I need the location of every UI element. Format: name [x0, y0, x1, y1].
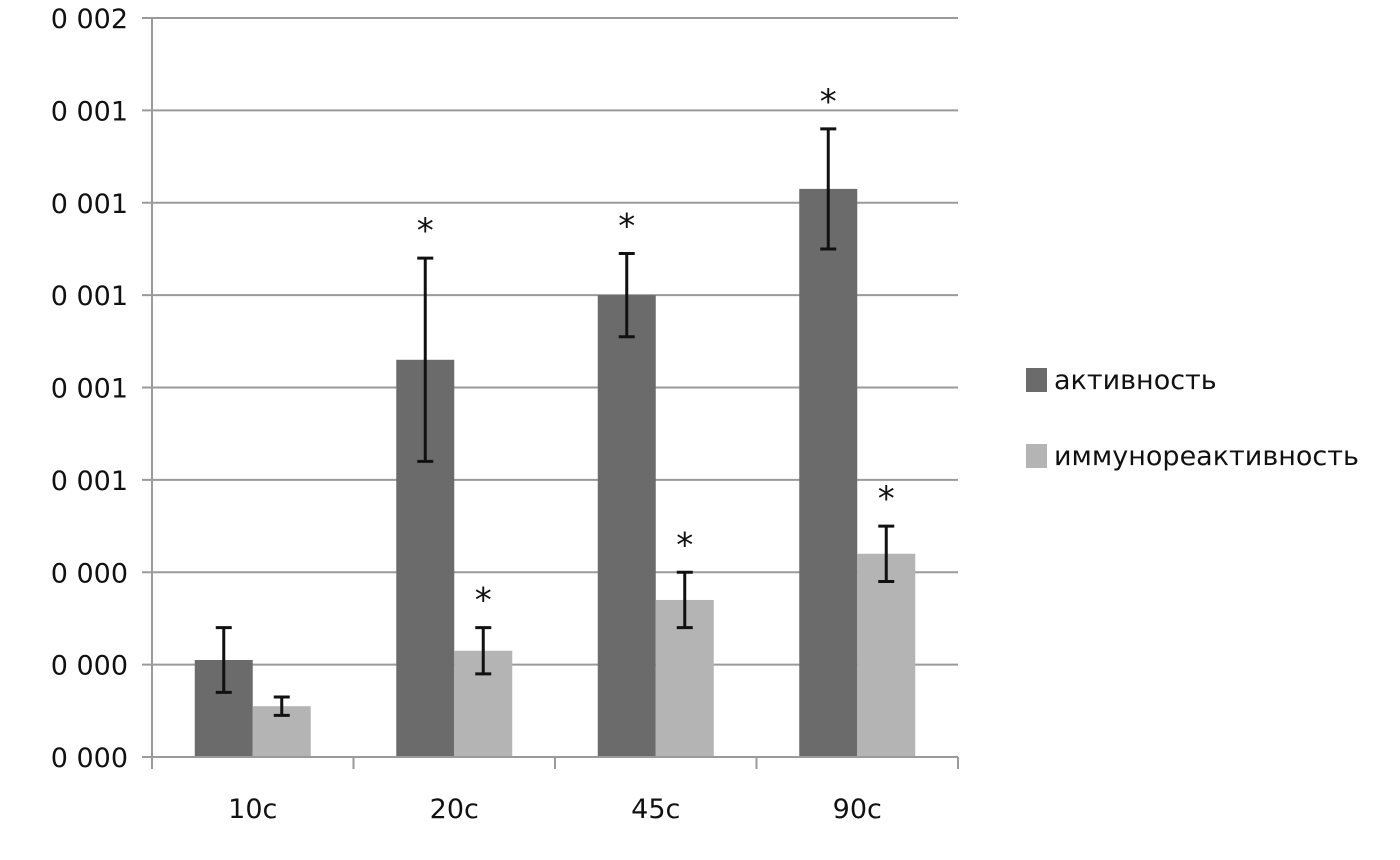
legend-swatch	[1026, 444, 1047, 468]
x-tick-label: 20с	[430, 794, 479, 825]
y-tick-label: 0 001	[51, 96, 128, 127]
y-tick-label: 0 001	[51, 189, 128, 220]
x-tick-label: 90с	[833, 794, 882, 825]
y-tick-label: 0 001	[51, 466, 128, 497]
bar	[597, 295, 656, 757]
significance-marker: *	[618, 207, 635, 247]
y-tick-label: 0 000	[51, 558, 128, 589]
error-bars	[215, 127, 895, 717]
bar	[799, 188, 858, 758]
x-tick-labels: 10с 20с 45с 90с	[228, 794, 882, 825]
y-tick-label: 0 001	[51, 281, 128, 312]
gridlines	[152, 17, 958, 666]
significance-marker: *	[878, 479, 895, 519]
legend-label: иммунореактивность	[1054, 441, 1359, 472]
bar	[857, 553, 916, 757]
legend-swatch	[1026, 368, 1047, 392]
significance-marker: *	[676, 525, 693, 565]
significance-markers: * * * * * *	[417, 82, 895, 621]
bars	[194, 188, 916, 758]
x-tick-label: 45с	[631, 794, 680, 825]
significance-marker: *	[820, 82, 837, 122]
significance-marker: *	[475, 581, 492, 621]
legend-label: активность	[1054, 365, 1217, 396]
y-tick-label: 0 000	[51, 651, 128, 682]
significance-marker: *	[417, 211, 434, 251]
axes	[142, 17, 959, 769]
x-tick-label: 10с	[228, 794, 277, 825]
y-tick-label: 0 002	[51, 4, 128, 35]
y-tick-labels: 0 000 0 000 0 000 0 001 0 001 0 001 0 001 0 001…	[51, 4, 128, 774]
y-tick-label: 0 001	[51, 374, 128, 405]
y-tick-label: 0 000	[51, 743, 128, 774]
legend: активность иммунореактивность	[1026, 365, 1359, 472]
